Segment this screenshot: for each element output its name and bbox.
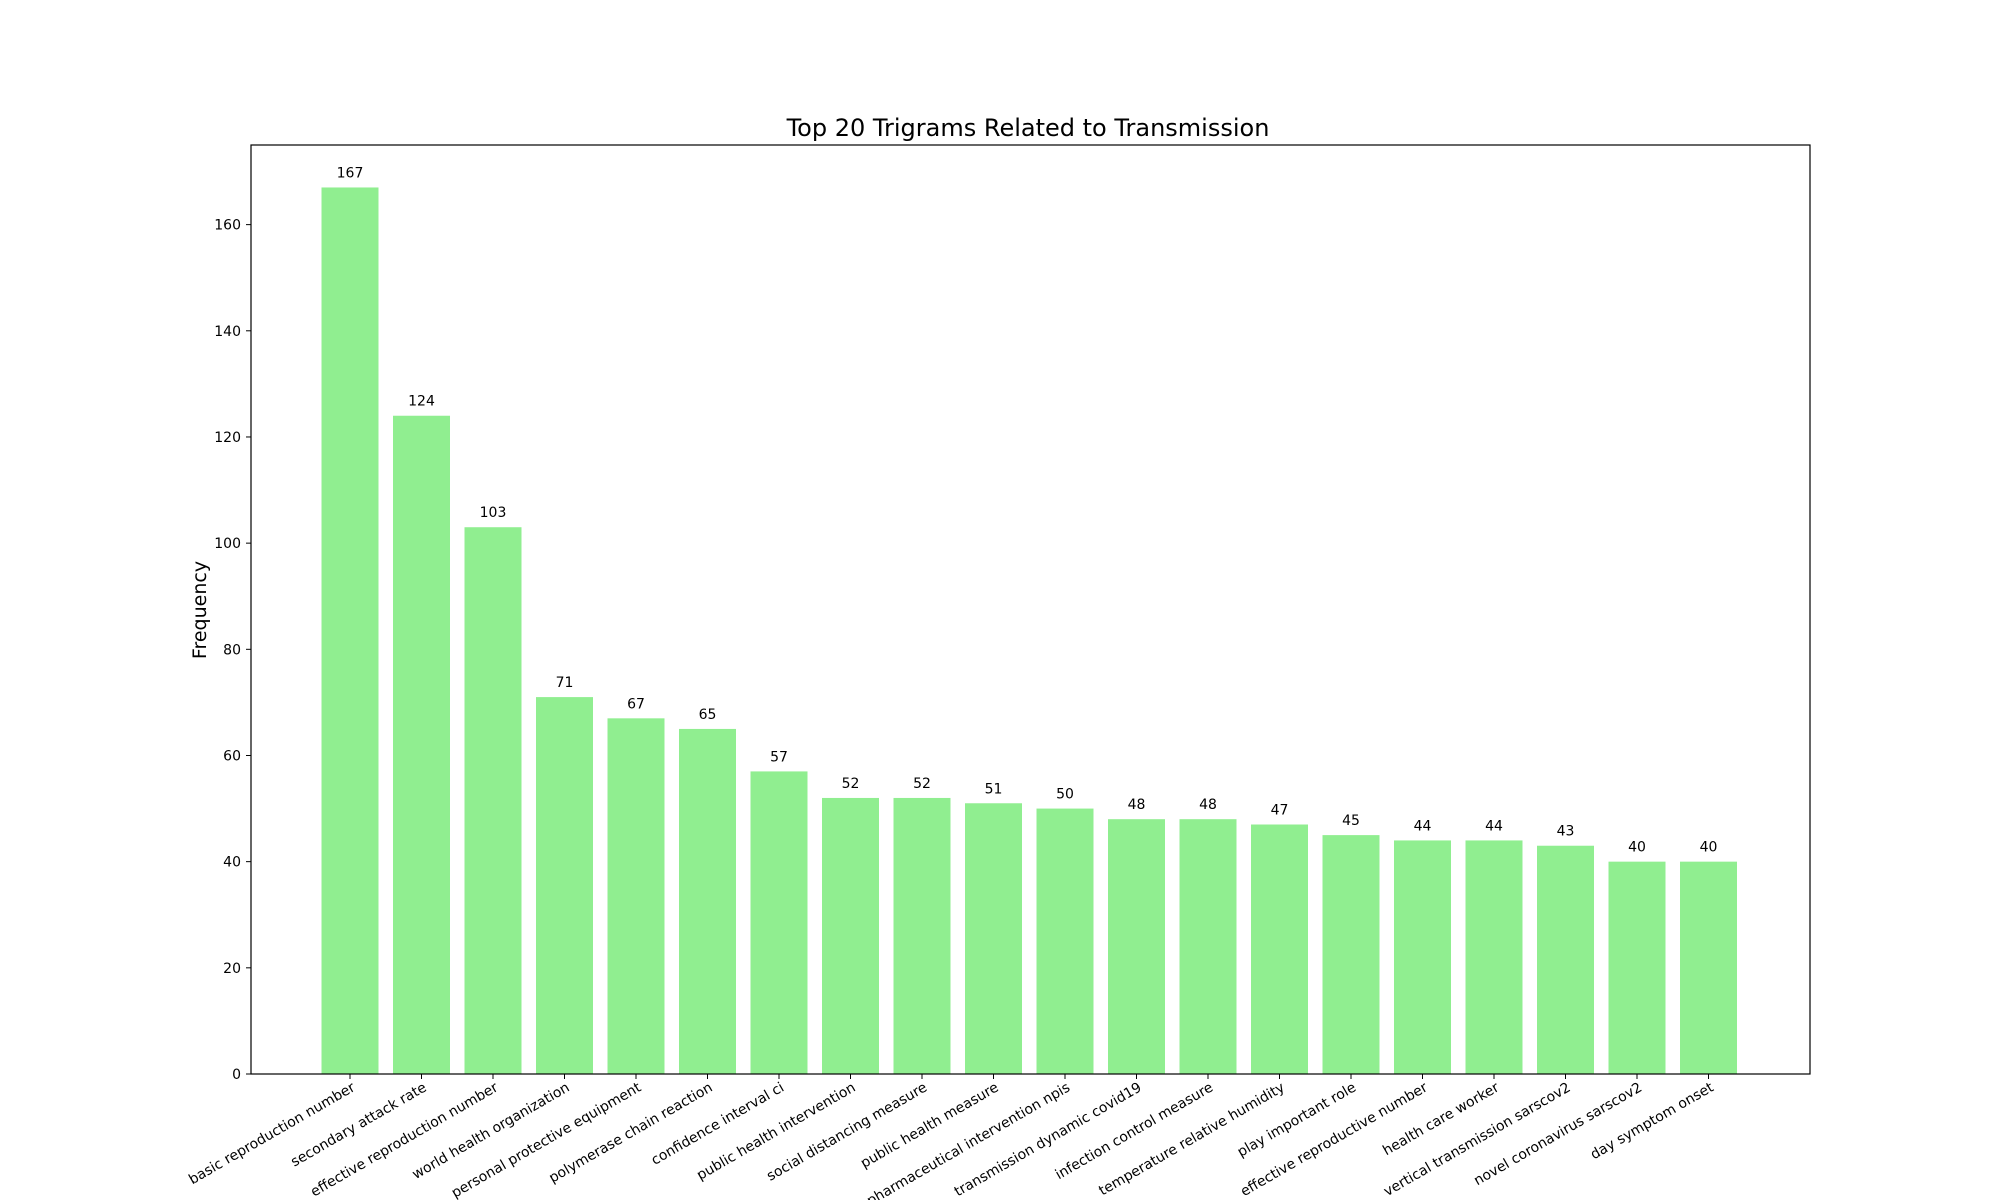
- bar: [1537, 845, 1594, 1074]
- chart-title: Top 20 Trigrams Related to Transmission: [786, 114, 1270, 142]
- y-tick-label: 60: [223, 748, 241, 764]
- y-axis-ticks: 0 20 40 60 80 100 120 140 160: [214, 218, 251, 1083]
- bar-value-label: 65: [699, 707, 717, 723]
- bar: [1680, 861, 1737, 1074]
- x-tick-label: day symptom onset: [1588, 1079, 1717, 1163]
- y-axis-label: Frequency: [189, 561, 211, 659]
- bar: [822, 797, 879, 1074]
- bar: [1251, 824, 1308, 1074]
- x-tick-label: play important role: [1235, 1080, 1359, 1161]
- bar: [464, 527, 522, 1074]
- bar: [893, 797, 951, 1074]
- bar: [1465, 840, 1523, 1074]
- y-tick-label: 100: [214, 536, 241, 552]
- bar-value-label: 50: [1056, 787, 1074, 803]
- y-tick-label: 40: [223, 855, 241, 871]
- bar: [1608, 861, 1666, 1074]
- plot-area-frame: [250, 144, 1811, 1075]
- bar-value-label: 52: [913, 776, 931, 792]
- bar-value-label: 48: [1199, 797, 1217, 813]
- bar: [536, 697, 593, 1074]
- bar: [393, 415, 450, 1074]
- bar: [607, 718, 665, 1074]
- bar-value-label: 167: [337, 165, 364, 181]
- y-tick-label: 80: [223, 642, 241, 658]
- y-tick-label: 120: [214, 430, 241, 446]
- y-tick-label: 140: [214, 324, 241, 340]
- bar-value-label: 103: [480, 505, 507, 521]
- bars-layer: [321, 187, 1737, 1074]
- y-tick-label: 160: [214, 218, 241, 234]
- bar: [1036, 808, 1094, 1074]
- bar-value-label: 51: [985, 781, 1003, 797]
- bar-value-label: 43: [1557, 824, 1575, 840]
- bar-value-label: 48: [1128, 797, 1146, 813]
- bar-value-label: 44: [1414, 818, 1432, 834]
- bar-value-label: 44: [1485, 818, 1503, 834]
- y-tick-label: 0: [232, 1067, 241, 1083]
- value-labels-layer: 167 124 103 71 67 65 57 52 52 51 50 48 48 47 45 44 44 43 4…: [337, 165, 1718, 855]
- bar: [965, 803, 1022, 1074]
- x-tick-label: health care worker: [1380, 1079, 1502, 1159]
- bar: [1322, 835, 1380, 1074]
- bar: [1108, 819, 1165, 1074]
- bar-value-label: 57: [770, 749, 788, 765]
- bar-value-label: 47: [1271, 802, 1289, 818]
- bar: [1394, 840, 1451, 1074]
- bar-value-label: 67: [627, 696, 645, 712]
- bar: [679, 728, 736, 1074]
- bar-value-label: 52: [842, 776, 860, 792]
- bar: [321, 187, 379, 1074]
- bar-value-label: 40: [1700, 840, 1718, 856]
- bar-value-label: 124: [408, 394, 435, 410]
- bar-value-label: 45: [1342, 813, 1360, 829]
- bar-value-label: 40: [1628, 840, 1646, 856]
- bar: [750, 771, 808, 1074]
- bar: [1179, 819, 1237, 1074]
- bar-value-label: 71: [556, 675, 574, 691]
- y-tick-label: 20: [223, 961, 241, 977]
